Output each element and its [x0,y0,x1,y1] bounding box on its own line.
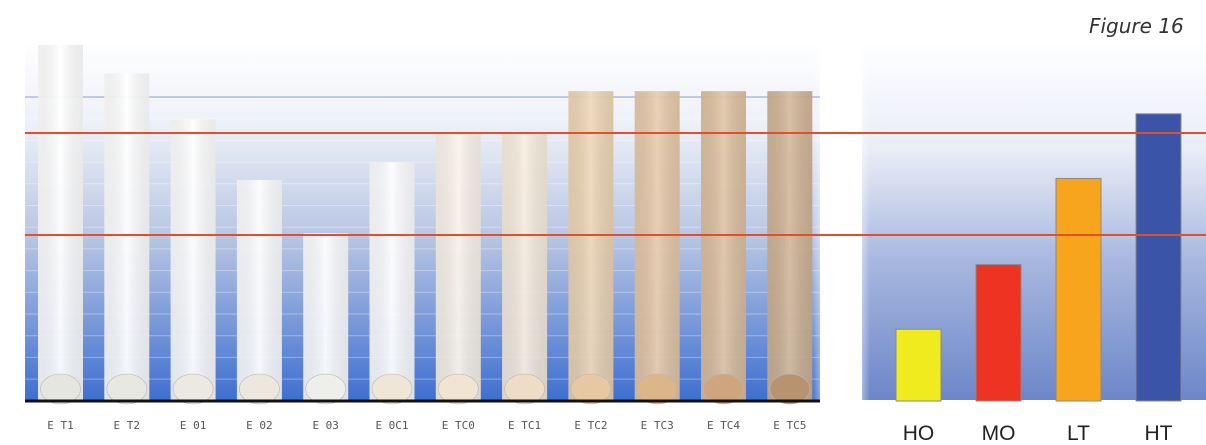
bar-shading [435,133,481,400]
shade-swatch [172,373,214,405]
x-tick-label: LT [1067,422,1090,445]
bar-shading [38,45,83,400]
shade-swatch [504,373,545,405]
shade-swatch [106,373,148,405]
shade-swatch [769,373,811,405]
bar-ho [895,328,942,402]
bar-shading [634,91,680,401]
x-tick-label: MO [982,422,1016,445]
bar-shading [369,162,415,400]
bar-lt [1055,177,1102,402]
x-tick-label: E T2 [114,419,141,432]
shade-swatch [40,373,81,405]
bar-shading [170,119,216,401]
bar-mo [975,264,1022,402]
x-tick-label: E 0C1 [375,419,408,432]
x-tick-label: E 01 [180,419,207,432]
bar-shading [303,233,349,400]
left-panel-background [25,42,820,400]
bar-shading [502,133,548,400]
x-tick-label: E TC4 [707,419,740,432]
bar-shading [568,91,614,401]
x-tick-label: HT [1145,422,1173,445]
shade-swatch [305,373,347,405]
shade-swatch [371,373,413,405]
x-tick-label: E TC3 [641,419,674,432]
bar-shading [236,179,282,400]
x-tick-label: E 02 [246,419,273,432]
x-tick-label: HO [903,422,935,445]
shade-swatch [570,373,612,405]
figure-label: Figure 16 [1089,14,1184,38]
shade-swatch [703,373,744,405]
bar-shading [767,91,813,401]
x-tick-label: E TC1 [508,419,541,432]
x-tick-label: E T1 [47,419,74,432]
bar-shading [701,91,746,401]
x-tick-label: E 03 [312,419,339,432]
bar-shading [104,73,150,401]
x-tick-label: E TC5 [773,419,806,432]
x-tick-label: E TC0 [442,419,475,432]
shade-swatch [636,373,678,405]
bar-ht [1135,113,1182,402]
shade-swatch [437,373,479,405]
x-tick-label: E TC2 [574,419,607,432]
shade-swatch [239,373,280,405]
panel-gap [812,42,870,400]
